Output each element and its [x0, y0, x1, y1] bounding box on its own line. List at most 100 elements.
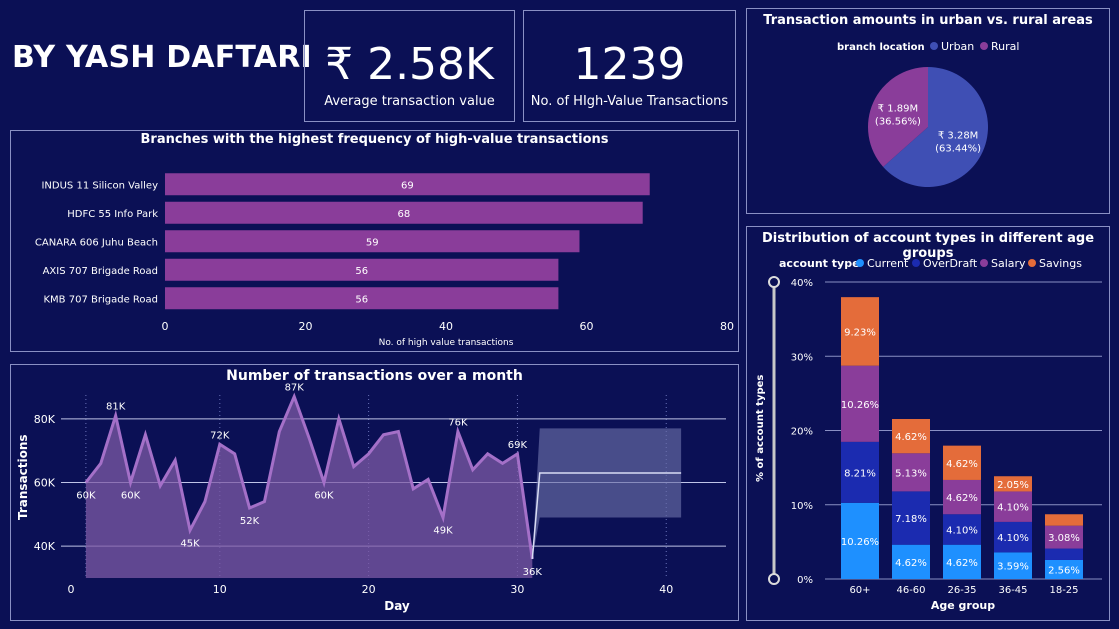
data-label: 7.18% — [895, 514, 927, 525]
legend-marker — [930, 42, 938, 50]
slider-handle-bottom[interactable] — [768, 573, 780, 585]
pie-slice — [883, 67, 988, 187]
y-tick-label: 40% — [791, 278, 813, 289]
bar-segment — [841, 502, 879, 579]
area-fill — [85, 396, 533, 578]
kpi-card-average: ₹ 2.58K Average transaction value — [304, 10, 515, 122]
account-types-stacked-chart: account type % of account types Age grou… — [755, 257, 1102, 612]
data-label: 45K — [180, 538, 200, 549]
slice-label: ₹ 3.28M — [938, 131, 978, 142]
data-label: 4.10% — [997, 533, 1029, 544]
category-label: HDFC 55 Info Park — [67, 209, 158, 220]
series-line — [84, 392, 534, 560]
x-tick-label: 10 — [213, 583, 227, 596]
chart-title: Transaction amounts in urban vs. rural a… — [763, 13, 1093, 28]
y-tick-label: 0% — [797, 575, 813, 586]
data-label: 59 — [366, 237, 379, 248]
data-label: 87K — [285, 383, 305, 394]
bar — [165, 173, 650, 196]
bar-segment — [1045, 525, 1083, 549]
data-label: 4.10% — [997, 503, 1029, 514]
bar — [165, 230, 580, 253]
data-label: 10.26% — [841, 537, 879, 548]
data-label: 4.62% — [895, 558, 927, 569]
x-tick-label: 60+ — [849, 585, 870, 596]
kpi-card-high-value: 1239 No. of HIgh-Value Transactions — [523, 10, 736, 122]
legend-title: branch location — [837, 42, 925, 53]
legend-item: Rural — [991, 40, 1019, 53]
category-label: CANARA 606 Juhu Beach — [35, 237, 158, 248]
bar-segment — [943, 544, 981, 579]
bar-segment — [994, 491, 1032, 522]
bar-segment — [841, 365, 879, 442]
urban-rural-pie-chart: branch location Urban Rural ₹ 3.28M (63.44%… — [837, 40, 1019, 187]
chart-title: Number of transactions over a month — [226, 368, 523, 384]
data-label: 69K — [508, 440, 528, 451]
x-tick-label: 20 — [299, 320, 313, 333]
data-label: 68 — [397, 209, 410, 220]
y-tick-label: 40K — [34, 540, 56, 553]
data-label: 69 — [401, 180, 414, 191]
legend-marker — [912, 259, 920, 267]
data-label: 60K — [76, 491, 96, 502]
bar-segment — [841, 297, 879, 366]
data-label: 60K — [121, 491, 141, 502]
urban-rural-panel: Transaction amounts in urban vs. rural a… — [746, 8, 1110, 214]
forecast-band — [532, 428, 682, 559]
legend-marker — [1028, 259, 1036, 267]
data-label: 72K — [210, 430, 230, 441]
x-tick-label: 18-25 — [1049, 585, 1078, 596]
y-tick-label: 80K — [34, 413, 56, 426]
x-axis-title: No. of high value transactions — [379, 338, 514, 348]
chart-title: Distribution of account types in differe… — [761, 231, 1095, 261]
data-label: 3.59% — [997, 562, 1029, 573]
data-label: 36K — [523, 567, 543, 578]
category-label: AXIS 707 Brigade Road — [43, 266, 158, 277]
chart-title: Branches with the highest frequency of h… — [140, 132, 609, 147]
bar-segment — [1045, 559, 1083, 579]
bar-segment — [994, 521, 1032, 553]
bar-segment — [841, 441, 879, 503]
x-tick-label: 60 — [580, 320, 594, 333]
dashboard-title: BY YASH DAFTARI — [12, 40, 312, 75]
x-axis-title: Day — [384, 599, 410, 613]
transactions-month-panel: Number of transactions over a month Tran… — [10, 364, 739, 621]
data-label: 8.21% — [844, 468, 876, 479]
x-tick-label: 36-45 — [998, 585, 1027, 596]
data-label: 56 — [355, 294, 368, 305]
kpi-label: Average transaction value — [324, 94, 495, 109]
y-axis-title: % of account types — [755, 375, 766, 482]
bar — [165, 258, 559, 281]
slider-handle-top[interactable] — [768, 276, 780, 288]
category-label: KMB 707 Brigade Road — [44, 294, 159, 305]
data-label: 2.05% — [997, 480, 1029, 491]
data-label: 5.13% — [895, 468, 927, 479]
data-label: 3.08% — [1048, 533, 1080, 544]
kpi-value: 1239 — [573, 39, 686, 90]
bar-segment — [1045, 514, 1083, 526]
data-label: 4.62% — [946, 558, 978, 569]
bar-segment — [943, 445, 981, 480]
y-tick-label: 60K — [34, 477, 56, 490]
y-axis-title: Transactions — [16, 434, 30, 520]
data-label: 9.23% — [844, 327, 876, 338]
bar — [165, 287, 559, 310]
pie-slice — [868, 67, 928, 167]
x-tick-label: 0 — [162, 320, 169, 333]
slice-percent: (63.44%) — [935, 144, 981, 155]
legend-marker — [980, 42, 988, 50]
data-label: 4.62% — [895, 432, 927, 443]
legend-item: OverDraft — [923, 257, 978, 270]
bar-segment — [943, 479, 981, 515]
x-tick-label: 26-35 — [947, 585, 976, 596]
legend-title: account type — [779, 257, 860, 270]
data-label: 76K — [448, 418, 468, 429]
transactions-area-chart: Transactions Day 60K 81K 60K 45K 72K 52K 87K 60… — [16, 383, 726, 613]
forecast-line — [531, 472, 682, 559]
x-tick-label: 20 — [362, 583, 376, 596]
x-tick-label: 40 — [659, 583, 673, 596]
slice-label: ₹ 1.89M — [878, 103, 918, 114]
data-label: 49K — [433, 526, 453, 537]
x-tick-label: 80 — [720, 320, 734, 333]
bar-segment — [892, 491, 930, 545]
